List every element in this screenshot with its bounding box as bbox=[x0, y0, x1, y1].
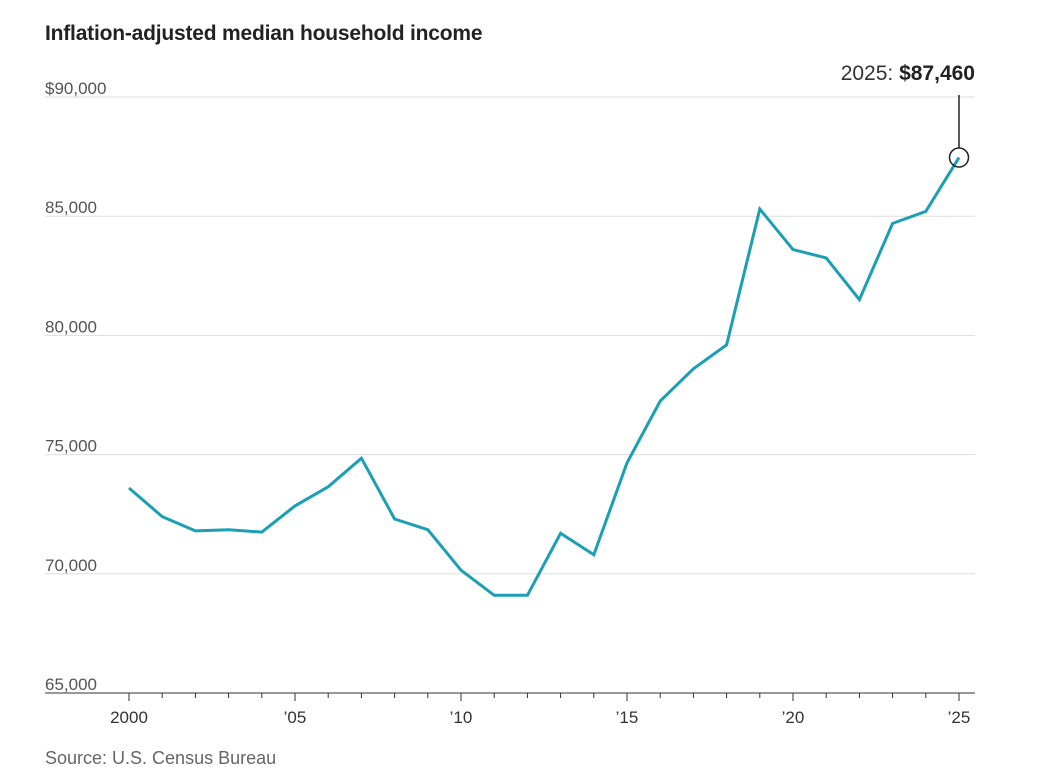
chart-title: Inflation-adjusted median household inco… bbox=[45, 22, 483, 45]
annotation-value: $87,460 bbox=[899, 62, 975, 85]
annotation-label: 2025: $87,460 bbox=[841, 62, 975, 85]
x-tick-label: ’25 bbox=[948, 708, 971, 727]
y-tick-label: 85,000 bbox=[45, 198, 97, 217]
annotation-year: 2025: bbox=[841, 62, 899, 85]
x-tick-label: ’10 bbox=[450, 708, 473, 727]
x-tick-label: ’05 bbox=[284, 708, 307, 727]
x-tick-label: ’15 bbox=[616, 708, 639, 727]
series-group bbox=[128, 156, 961, 597]
series-line bbox=[128, 156, 961, 597]
annotation-marker bbox=[948, 147, 970, 168]
source-note: Source: U.S. Census Bureau bbox=[45, 748, 277, 768]
y-tick-label: 65,000 bbox=[45, 675, 97, 694]
x-tick-label: 2000 bbox=[110, 708, 148, 727]
y-axis-ticks: $90,000 85,000 80,000 75,000 70,000 65,000 bbox=[45, 79, 106, 694]
x-tick-label: ’20 bbox=[782, 708, 805, 727]
y-tick-label: 75,000 bbox=[45, 437, 97, 456]
gridlines bbox=[45, 96, 975, 575]
y-tick-label: 80,000 bbox=[45, 317, 97, 336]
y-tick-label: 70,000 bbox=[45, 556, 97, 575]
x-axis: 2000 ’05 ’10 ’15 ’20 ’25 bbox=[45, 692, 975, 727]
y-tick-label: $90,000 bbox=[45, 79, 106, 98]
annotation-group: 2025: $87,460 bbox=[841, 62, 975, 168]
